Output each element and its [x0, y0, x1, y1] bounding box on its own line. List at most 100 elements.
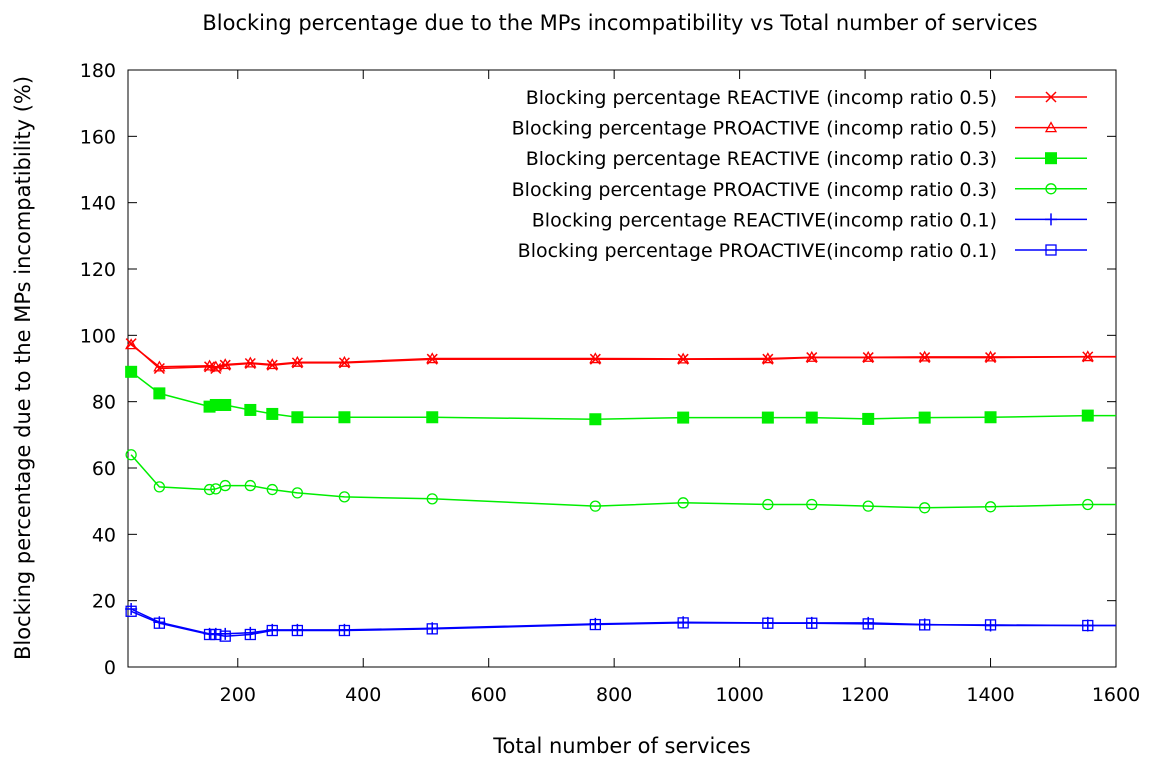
series-line-6 — [130, 610, 1116, 637]
data-point — [1082, 498, 1094, 511]
data-point — [806, 498, 818, 511]
data-point — [125, 365, 138, 378]
data-point — [805, 411, 818, 424]
data-point — [761, 616, 774, 629]
data-point — [984, 411, 997, 424]
data-point — [426, 623, 438, 635]
data-point — [153, 481, 166, 493]
legend-marker — [1044, 121, 1058, 133]
data-point — [1081, 350, 1094, 362]
data-point — [984, 501, 997, 513]
data-point — [589, 352, 602, 364]
legend-marker — [1045, 152, 1057, 165]
data-point — [589, 413, 602, 426]
x-tick-label: 1400 — [966, 684, 1014, 706]
series-markers — [125, 338, 1094, 642]
y-tick-label: 120 — [80, 259, 116, 281]
data-point — [244, 626, 257, 639]
data-point — [426, 493, 438, 505]
data-point — [203, 628, 216, 641]
data-point — [919, 619, 931, 631]
series-line-1 — [130, 343, 1116, 370]
data-point — [153, 360, 166, 372]
data-point — [805, 616, 818, 629]
data-point — [153, 362, 165, 375]
y-tick-label: 160 — [80, 126, 116, 148]
data-point — [1081, 409, 1094, 422]
data-point — [338, 355, 351, 367]
legend-marker — [1045, 213, 1057, 226]
x-tick-label: 1200 — [841, 684, 889, 706]
data-point — [153, 387, 166, 400]
data-point — [677, 411, 690, 424]
legend-label: Blocking percentage PROACTIVE (incomp ra… — [512, 118, 997, 140]
data-point — [219, 479, 231, 492]
data-point — [266, 358, 279, 370]
y-axis-title: Blocking percentage due to the MPs incom… — [11, 76, 35, 660]
data-point — [209, 398, 222, 411]
series-lines — [130, 343, 1116, 637]
data-point — [244, 628, 256, 641]
legend: Blocking percentage REACTIVE (incomp rat… — [512, 87, 1087, 262]
x-tick-label: 1600 — [1092, 684, 1140, 706]
series-line-4 — [130, 454, 1116, 509]
data-point — [677, 497, 689, 509]
data-point — [338, 491, 351, 503]
data-point — [266, 407, 279, 420]
x-tick-label: 400 — [345, 684, 381, 706]
data-point — [209, 360, 222, 372]
chart-title: Blocking percentage due to the MPs incom… — [202, 11, 1037, 35]
legend-marker — [1045, 244, 1057, 256]
legend-marker — [1045, 91, 1057, 103]
y-tick-label: 40 — [92, 524, 116, 546]
series-line-3 — [130, 371, 1116, 420]
data-point — [291, 624, 304, 637]
data-point — [291, 487, 304, 499]
y-tick-label: 100 — [80, 325, 116, 347]
data-point — [125, 338, 138, 350]
legend-label: Blocking percentage REACTIVE (incomp rat… — [526, 148, 997, 170]
series-line-2 — [130, 344, 1116, 368]
data-point — [762, 498, 774, 511]
data-point — [203, 359, 216, 371]
data-point — [761, 352, 774, 364]
data-point — [762, 617, 774, 629]
data-point — [862, 500, 874, 512]
data-point — [203, 483, 216, 496]
data-point — [219, 358, 232, 370]
y-tick-label: 180 — [80, 60, 116, 82]
y-tick-label: 140 — [80, 193, 116, 215]
data-point — [291, 411, 304, 424]
axis-ticks: 0 20 40 60 80 100 120 140 160 180 200 400 600 800 1000… — [80, 60, 1140, 706]
data-point — [426, 352, 439, 364]
data-point — [338, 411, 351, 424]
data-point — [1081, 619, 1094, 632]
y-tick-label: 0 — [104, 657, 116, 679]
data-point — [266, 624, 278, 637]
data-point — [125, 449, 137, 461]
data-point — [919, 502, 931, 514]
data-point — [862, 412, 875, 425]
data-point — [761, 411, 774, 424]
data-point — [244, 479, 256, 492]
y-tick-label: 60 — [92, 458, 116, 480]
legend-label: Blocking percentage REACTIVE(incomp rati… — [532, 209, 997, 231]
data-point — [244, 356, 257, 368]
x-tick-label: 1000 — [715, 684, 763, 706]
x-tick-label: 800 — [596, 684, 632, 706]
legend-label: Blocking percentage PROACTIVE (incomp ra… — [512, 179, 997, 201]
y-tick-label: 20 — [92, 591, 116, 613]
data-point — [589, 500, 601, 512]
data-point — [125, 605, 137, 617]
data-point — [805, 350, 818, 362]
data-point — [219, 398, 232, 411]
data-point — [244, 403, 257, 416]
data-point — [589, 618, 601, 631]
data-point — [677, 352, 690, 364]
data-point — [918, 618, 931, 631]
data-point — [153, 617, 166, 629]
data-point — [862, 350, 875, 362]
data-point — [984, 619, 997, 631]
legend-marker — [1045, 183, 1057, 195]
